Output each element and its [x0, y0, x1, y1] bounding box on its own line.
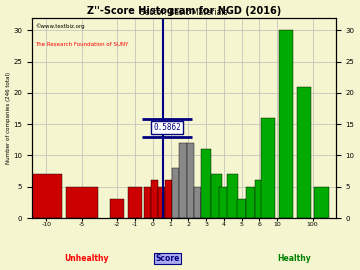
Bar [279, 30, 293, 218]
Bar [297, 87, 311, 218]
Text: 0.5862: 0.5862 [153, 123, 181, 132]
Bar [194, 187, 201, 218]
Text: ©www.textbiz.org: ©www.textbiz.org [35, 24, 85, 29]
Bar [237, 199, 246, 218]
Bar [219, 187, 229, 218]
Bar [201, 149, 211, 218]
Text: Score: Score [156, 254, 180, 263]
Bar [128, 187, 142, 218]
Bar [314, 187, 329, 218]
Text: Unhealthy: Unhealthy [64, 254, 108, 263]
Bar [144, 187, 151, 218]
Bar [165, 180, 172, 218]
Bar [151, 180, 158, 218]
Text: The Research Foundation of SUNY: The Research Foundation of SUNY [35, 42, 129, 47]
Text: Healthy: Healthy [277, 254, 311, 263]
Bar [261, 118, 275, 218]
Title: Z''-Score Histogram for NGD (2016): Z''-Score Histogram for NGD (2016) [87, 6, 281, 16]
Bar [186, 143, 194, 218]
Bar [201, 193, 208, 218]
Text: Sector: Basic Materials: Sector: Basic Materials [140, 8, 228, 17]
Bar [110, 199, 125, 218]
Bar [172, 168, 179, 218]
Bar [246, 187, 255, 218]
Bar [179, 143, 186, 218]
Y-axis label: Number of companies (246 total): Number of companies (246 total) [5, 72, 10, 164]
Bar [211, 174, 222, 218]
Bar [158, 187, 165, 218]
Bar [66, 187, 98, 218]
Bar [255, 180, 264, 218]
Bar [30, 174, 62, 218]
Bar [228, 174, 238, 218]
